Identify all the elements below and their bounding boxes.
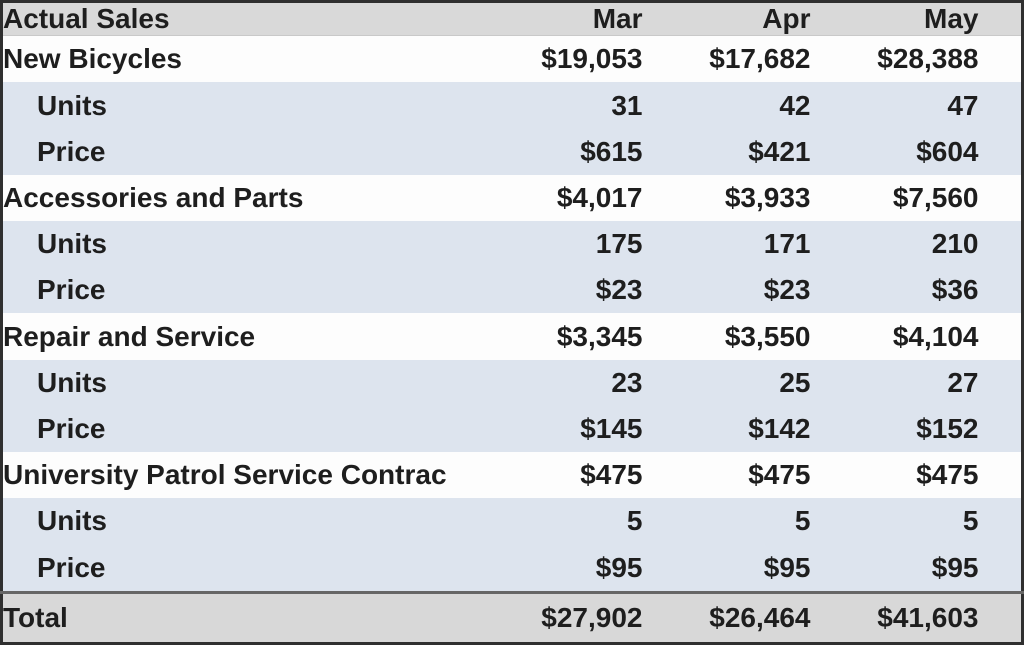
spacer-cell (978, 591, 1023, 644)
cell-value: $4,017 (516, 174, 643, 222)
cell-value: $95 (516, 544, 643, 593)
column-header-apr: Apr (642, 1, 811, 36)
table-row: New Bicycles $19,053 $17,682 $28,388 (1, 35, 1023, 83)
table-row: Price $145 $142 $152 (1, 405, 1023, 453)
cell-value: $28,388 (810, 35, 979, 83)
spacer-cell (978, 174, 1023, 222)
cell-value: $475 (810, 452, 979, 499)
cell-value: 5 (642, 498, 811, 545)
cell-value: 210 (810, 221, 979, 268)
spacer-cell (978, 128, 1023, 175)
row-label: University Patrol Service Contrac (1, 452, 517, 499)
table-row: Price $615 $421 $604 (1, 128, 1023, 175)
total-row: Total $27,902 $26,464 $41,603 (1, 591, 1023, 644)
cell-value: 175 (516, 221, 643, 268)
row-label: Price (1, 267, 517, 314)
cell-value: 23 (516, 359, 643, 406)
row-label: Price (1, 544, 517, 593)
cell-value: $604 (810, 128, 979, 175)
table-title: Actual Sales (1, 1, 517, 36)
table-row: Units 5 5 5 (1, 498, 1023, 545)
spacer-cell (978, 544, 1023, 593)
cell-value: $23 (642, 267, 811, 314)
cell-value: $475 (516, 452, 643, 499)
cell-value: $3,933 (642, 174, 811, 222)
cell-value: $7,560 (810, 174, 979, 222)
cell-value: 5 (810, 498, 979, 545)
cell-value: 42 (642, 82, 811, 129)
row-label: Price (1, 405, 517, 453)
table-row: Price $95 $95 $95 (1, 544, 1023, 593)
table-row: Accessories and Parts $4,017 $3,933 $7,560 (1, 174, 1023, 222)
cell-value: $152 (810, 405, 979, 453)
row-label: Accessories and Parts (1, 174, 517, 222)
row-label: Total (1, 591, 517, 644)
table-row: Units 23 25 27 (1, 359, 1023, 406)
cell-value: $27,902 (516, 591, 643, 644)
cell-value: $17,682 (642, 35, 811, 83)
header-spacer (978, 1, 1023, 36)
column-header-may: May (810, 1, 979, 36)
cell-value: $142 (642, 405, 811, 453)
cell-value: $23 (516, 267, 643, 314)
cell-value: 171 (642, 221, 811, 268)
table-body: New Bicycles $19,053 $17,682 $28,388 Units 31… (1, 35, 1023, 644)
row-label: Repair and Service (1, 313, 517, 360)
cell-value: 27 (810, 359, 979, 406)
cell-value: $19,053 (516, 35, 643, 83)
cell-value: $4,104 (810, 313, 979, 360)
cell-value: $41,603 (810, 591, 979, 644)
row-label: Units (1, 498, 517, 545)
spacer-cell (978, 221, 1023, 268)
spacer-cell (978, 405, 1023, 453)
cell-value: $36 (810, 267, 979, 314)
cell-value: $145 (516, 405, 643, 453)
cell-value: $421 (642, 128, 811, 175)
cell-value: $26,464 (642, 591, 811, 644)
cell-value: $3,345 (516, 313, 643, 360)
cell-value: $475 (642, 452, 811, 499)
cell-value: 25 (642, 359, 811, 406)
table-row: University Patrol Service Contrac $475 $47… (1, 452, 1023, 499)
spacer-cell (978, 359, 1023, 406)
cell-value: $615 (516, 128, 643, 175)
spacer-cell (978, 35, 1023, 83)
header-row: Actual Sales Mar Apr May (1, 1, 1023, 36)
row-label: New Bicycles (1, 35, 517, 83)
cell-value: $95 (642, 544, 811, 593)
column-header-mar: Mar (516, 1, 643, 36)
cell-value: 5 (516, 498, 643, 545)
row-label: Units (1, 359, 517, 406)
row-label: Units (1, 221, 517, 268)
table-row: Units 31 42 47 (1, 82, 1023, 129)
spacer-cell (978, 452, 1023, 499)
row-label: Units (1, 82, 517, 129)
spacer-cell (978, 498, 1023, 545)
spacer-cell (978, 82, 1023, 129)
row-label: Price (1, 128, 517, 175)
cell-value: 47 (810, 82, 979, 129)
spacer-cell (978, 267, 1023, 314)
cell-value: $3,550 (642, 313, 811, 360)
table-row: Repair and Service $3,345 $3,550 $4,104 (1, 313, 1023, 360)
cell-value: 31 (516, 82, 643, 129)
spacer-cell (978, 313, 1023, 360)
table-row: Units 175 171 210 (1, 221, 1023, 268)
table-row: Price $23 $23 $36 (1, 267, 1023, 314)
cell-value: $95 (810, 544, 979, 593)
